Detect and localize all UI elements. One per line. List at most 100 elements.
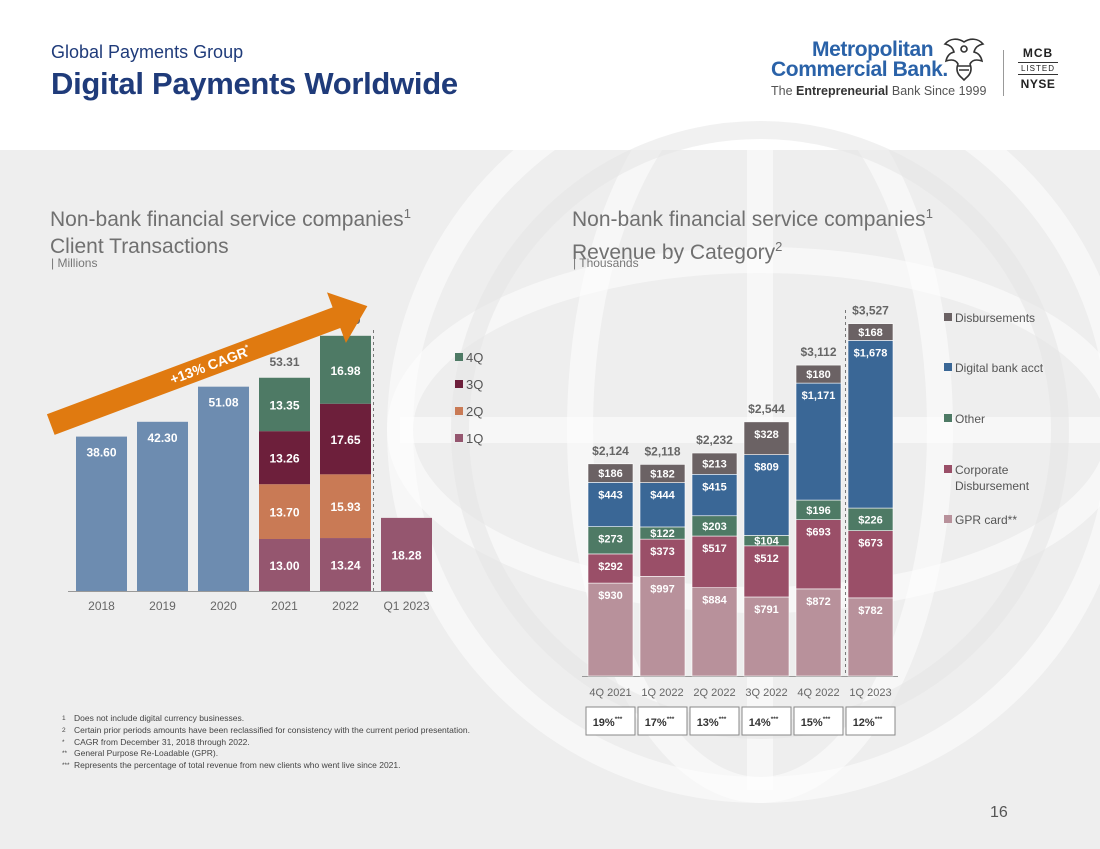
bar-segment [259,484,310,539]
bar-segment-label: 13.35 [269,398,299,412]
legend-swatch [455,380,463,388]
legend-item: GPR card** [944,512,1054,528]
legend-label: Other [955,412,986,426]
bar-segment-label: $415 [702,481,726,493]
company-logo: Metropolitan Commercial Bank. The Entrep… [760,36,1060,106]
bar-segment-label: $213 [702,459,726,471]
bar-segment [259,539,310,591]
x-tick-label: 2Q 2022 [693,687,735,699]
bar-segment [847,323,894,341]
bar-segment [587,526,634,555]
legend-label: Disbursements [955,311,1036,325]
bar-segment [847,597,894,677]
legend-label: 3Q [466,377,484,392]
footnote: 2 Certain prior periods amounts have been… [62,724,470,735]
bar-segment [691,452,738,475]
cagr-arrow-shape [46,292,368,435]
bar-segment-label: $782 [858,605,882,617]
logo-line1: Metropolitan [812,38,934,61]
legend-swatch [944,465,952,473]
bar-total-label: $3,527 [852,304,889,318]
x-tick-label: Q1 2023 [383,599,429,613]
new-client-pct-box [845,706,896,736]
legend-item: 2Q [455,404,483,419]
bar-segment-label: $930 [598,590,622,602]
right-chart-title: Non-bank financial service companies1 Re… [572,206,933,264]
bar-segment [691,474,738,517]
bar-segment [320,403,371,475]
bar-segment-label: $168 [858,327,882,339]
legend-item: 4Q [455,350,483,365]
footnotes: 1 Does not include digital currency busin… [62,713,470,772]
bar-segment-label: $444 [650,490,675,502]
new-client-pct-sup: *** [771,716,779,723]
x-tick-label: 4Q 2022 [797,687,839,699]
bar-segment [639,538,686,577]
footnote: 1 Does not include digital currency busin… [62,713,245,723]
bar-segment-label: $693 [806,527,830,539]
new-client-pct-sup: *** [615,716,623,723]
bar-segment-label: $512 [754,553,778,565]
bar-segment-label: $1,678 [854,347,888,359]
bar-segment-label: $997 [650,583,674,595]
cagr-annotation-sup: * [244,342,251,352]
legend-item: Digital bank acct [944,360,1054,376]
bar-segment-label: $872 [806,596,830,608]
bar-segment [743,596,790,677]
legend-item: Disbursements [944,310,1054,326]
left-chart-title: Non-bank financial service companies1 Cl… [50,206,411,258]
legend-item: Other [944,411,1054,427]
bar-value-label: 51.08 [208,396,238,410]
logo-tagline: The Entrepreneurial Bank Since 1999 [771,84,987,98]
bar-value-label: 38.60 [86,446,116,460]
bar-segment [743,545,790,598]
legend-item: 3Q [455,377,483,392]
new-client-pct-sup: *** [667,716,675,723]
bar-segment-label: $328 [754,429,778,441]
new-client-pct-sup: *** [719,716,727,723]
bar-segment-label: $226 [858,514,882,526]
bar-segment-label: 13.24 [330,559,360,573]
bar-segment-label: 15.93 [330,500,360,514]
bar-segment-label: $273 [598,534,622,546]
bar-segment [795,364,842,384]
x-tick-label: 2019 [149,599,176,613]
bar-segment [795,519,842,590]
bar-total-label: $2,118 [644,444,680,458]
nyse-listed-badge: MCB LISTED NYSE [1018,46,1058,91]
bar [198,386,249,591]
legend-item: Corporate Disbursement [944,462,1054,494]
bar [381,517,432,591]
legend-item: 1Q [455,431,483,446]
x-tick-label: 2020 [210,599,237,613]
legend-swatch [944,313,952,321]
bar-segment [847,530,894,599]
x-tick-label: 3Q 2022 [745,687,787,699]
bar-segment-label: $186 [598,468,622,480]
page-number: 16 [990,804,1008,821]
legend-label: GPR card** [955,513,1018,527]
bar-segment [691,587,738,677]
legend-swatch [455,434,463,442]
x-tick-label: 2022 [332,599,359,613]
bar-segment-label: $292 [598,561,622,573]
legend-label: 4Q [466,350,484,365]
header-eyebrow: Global Payments Group [51,42,244,62]
bar [76,436,127,591]
legend-swatch [455,353,463,361]
footnote: ** General Purpose Re-Loadable (GPR). [62,748,219,759]
bar-total-label: $2,232 [696,433,733,447]
new-client-pct-sup: *** [823,716,831,723]
footnote: *** Represents the percentage of total re… [62,760,401,771]
new-client-pct-box [793,706,844,736]
bar-segment [639,482,686,528]
bar-segment-label: $884 [702,595,727,607]
bar-segment [587,463,634,483]
bar-segment-label: $673 [858,538,882,550]
bar-segment-label: 13.70 [269,506,299,520]
bar [137,421,188,591]
bar-segment [639,464,686,483]
x-tick-label: 1Q 2022 [641,687,683,699]
bar-segment [259,377,310,432]
left-chart-unit: | Millions [51,256,98,270]
